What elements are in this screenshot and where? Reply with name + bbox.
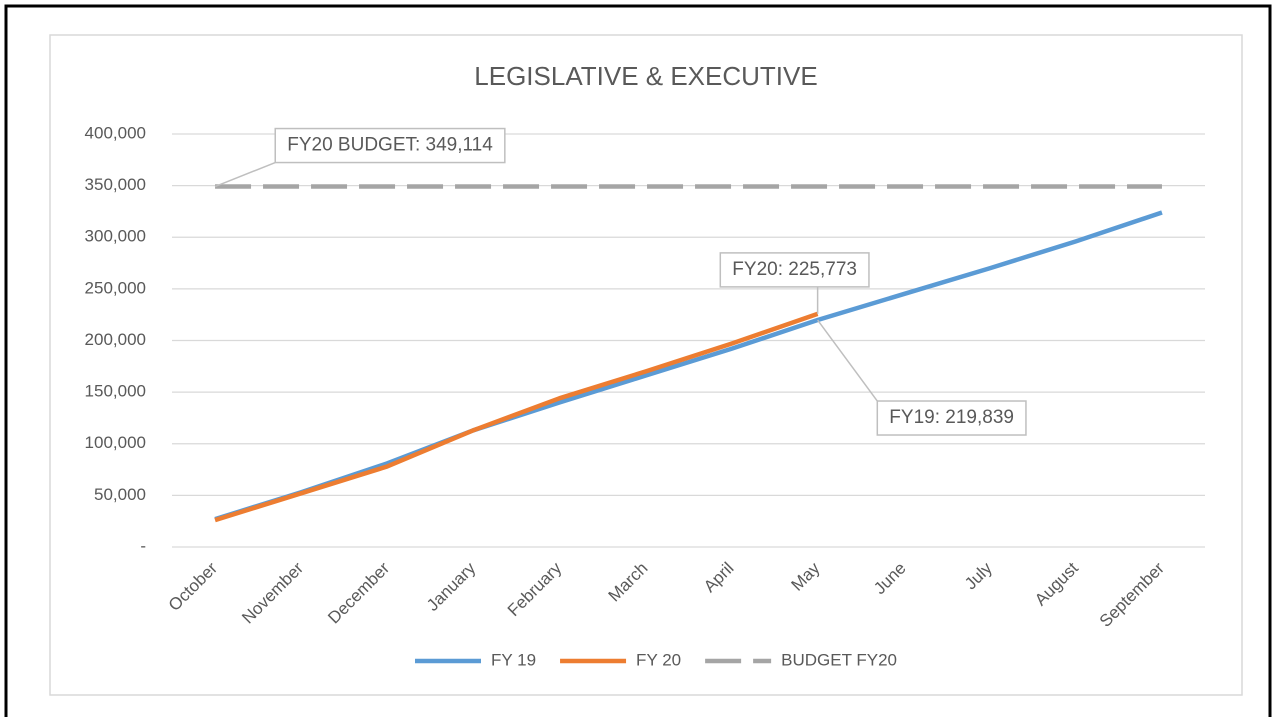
- legend-label: BUDGET FY20: [781, 650, 897, 669]
- chart-title: LEGISLATIVE & EXECUTIVE: [474, 61, 817, 91]
- y-tick-label: 200,000: [85, 330, 146, 349]
- legend-label: FY 20: [636, 650, 681, 669]
- data-label: FY20: 225,773: [732, 259, 857, 280]
- callout-leader: [214, 161, 276, 188]
- y-tick-label: 50,000: [94, 485, 146, 504]
- y-tick-label: 100,000: [85, 433, 146, 452]
- legend: FY 19 FY 20 BUDGET FY20: [414, 650, 897, 669]
- y-tick-label: -: [140, 536, 146, 555]
- y-tick-label: 150,000: [85, 382, 146, 401]
- data-label: FY20 BUDGET: 349,114: [287, 135, 493, 156]
- series-line: [214, 311, 819, 523]
- callout-leader: [817, 319, 878, 402]
- y-tick-label: 250,000: [85, 278, 146, 297]
- callout-box: [274, 127, 506, 164]
- y-tick-label: 300,000: [85, 227, 146, 246]
- callout-box: [876, 400, 1027, 436]
- y-tick-label: 400,000: [85, 123, 146, 142]
- data-label: FY19: 219,839: [889, 407, 1014, 428]
- chart-area: [49, 34, 1243, 696]
- y-tick-label: 350,000: [85, 175, 146, 194]
- callout-box: [719, 252, 870, 288]
- series-line: [214, 210, 1163, 522]
- legend-label: FY 19: [491, 650, 536, 669]
- frame: [4, 4, 1272, 717]
